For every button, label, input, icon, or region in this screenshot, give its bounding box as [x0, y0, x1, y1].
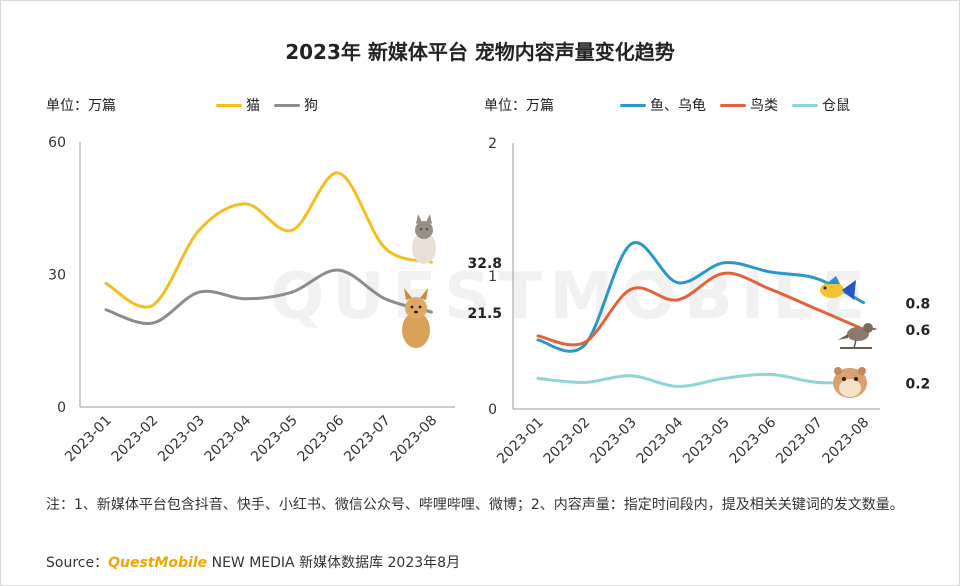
y-tick-label: 60	[48, 135, 66, 151]
end-value-label: 0.6	[906, 323, 931, 339]
end-value-label: 32.8	[468, 256, 503, 272]
legend-item-hamster: 仓鼠	[792, 95, 850, 115]
x-tick-label: 2023-07	[341, 413, 394, 466]
y-tick-label: 30	[48, 268, 66, 284]
source-line: Source：QuestMobile NEW MEDIA 新媒体数据库 2023…	[46, 552, 460, 572]
series-line-1	[536, 271, 865, 347]
source-brand: QuestMobile	[108, 555, 208, 571]
right-legend: 鱼、乌龟 鸟类 仓鼠	[620, 95, 864, 115]
source-prefix: Source：	[46, 555, 109, 571]
x-tick-label: 2023-02	[541, 415, 594, 468]
dog-illustration	[402, 288, 430, 348]
x-tick-label: 2023-01	[494, 415, 547, 468]
series-line-0	[104, 171, 433, 309]
legend-swatch-cat	[216, 103, 242, 107]
x-tick-label: 2023-04	[202, 412, 255, 465]
chart-title: 2023年 新媒体平台 宠物内容声量变化趋势	[285, 40, 675, 64]
x-tick-label: 2023-02	[109, 413, 162, 466]
fish-illustration	[820, 276, 856, 300]
legend-label-fish: 鱼、乌龟	[650, 98, 706, 114]
x-tick-label: 2023-08	[388, 413, 441, 466]
legend-item-fish: 鱼、乌龟	[620, 95, 706, 115]
x-tick-label: 2023-05	[680, 415, 733, 468]
x-tick-label: 2023-01	[62, 413, 115, 466]
x-tick-label: 2023-04	[634, 414, 687, 467]
x-tick-label: 2023-07	[773, 415, 826, 468]
legend-swatch-fish	[620, 103, 646, 107]
y-tick-label: 1	[488, 269, 497, 285]
legend-label-bird: 鸟类	[750, 98, 778, 114]
right-unit-label: 单位：万篇	[484, 98, 554, 114]
bird-illustration	[838, 323, 878, 349]
legend-item-bird: 鸟类	[720, 95, 778, 115]
legend-label-dog: 狗	[304, 98, 318, 114]
y-tick-label: 2	[488, 136, 497, 152]
y-tick-label: 0	[57, 400, 66, 416]
y-tick-label: 0	[488, 402, 497, 418]
legend-label-hamster: 仓鼠	[822, 98, 850, 114]
left-unit-label: 单位：万篇	[46, 98, 116, 114]
hamster-illustration	[833, 367, 867, 398]
end-value-label: 0.2	[906, 376, 931, 392]
x-tick-label: 2023-06	[727, 414, 780, 467]
legend-item-cat: 猫	[216, 95, 260, 115]
series-line-2	[536, 372, 865, 388]
series-line-1	[104, 268, 433, 325]
x-tick-label: 2023-05	[248, 413, 301, 466]
legend-swatch-dog	[274, 103, 300, 107]
left-legend: 猫 狗	[216, 95, 332, 115]
cat-illustration	[412, 214, 436, 264]
right-chart: 0122023-012023-022023-032023-042023-0520…	[488, 136, 930, 467]
x-tick-label: 2023-06	[295, 412, 348, 465]
legend-label-cat: 猫	[246, 98, 260, 114]
end-value-label: 21.5	[468, 306, 503, 322]
end-value-label: 0.8	[906, 297, 931, 313]
x-tick-label: 2023-03	[587, 415, 640, 468]
legend-item-dog: 狗	[274, 95, 318, 115]
left-chart: 0 30 60 2023-012023-022023-032023-042023-05…	[48, 135, 502, 465]
source-suffix: NEW MEDIA 新媒体数据库 2023年8月	[207, 555, 461, 571]
legend-swatch-bird	[720, 103, 746, 107]
x-tick-label: 2023-08	[820, 415, 873, 468]
footnote: 注：1、新媒体平台包含抖音、快手、小红书、微信公众号、哔哩哔哩、微博；2、内容声…	[46, 497, 904, 513]
series-line-0	[536, 241, 865, 353]
x-tick-label: 2023-03	[155, 413, 208, 466]
legend-swatch-hamster	[792, 103, 818, 107]
